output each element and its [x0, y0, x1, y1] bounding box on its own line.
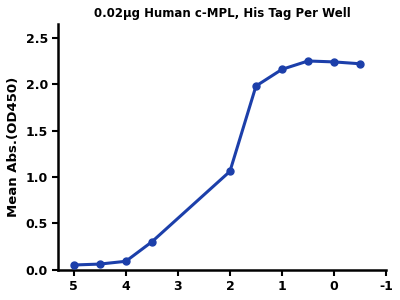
- Y-axis label: Mean Abs.(OD450): Mean Abs.(OD450): [7, 76, 20, 217]
- Title: 0.02μg Human c-MPL, His Tag Per Well: 0.02μg Human c-MPL, His Tag Per Well: [94, 7, 350, 20]
